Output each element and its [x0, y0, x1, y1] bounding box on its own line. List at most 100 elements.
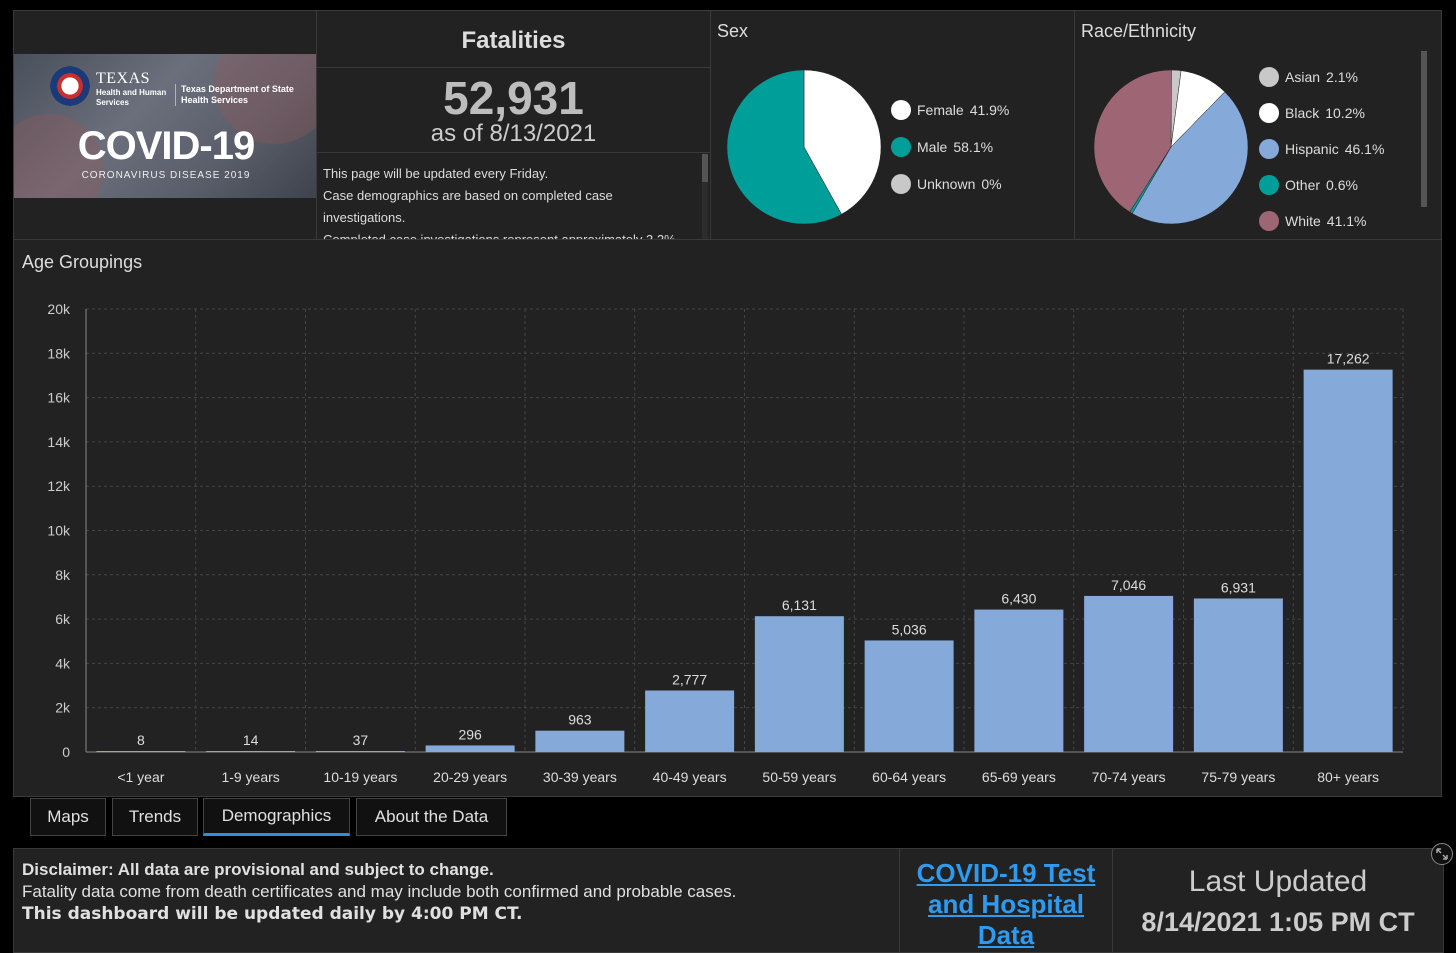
- pie-slice-hispanic[interactable]: [1131, 91, 1249, 225]
- y-tick-label: 6k: [55, 611, 71, 627]
- note-line: This page will be updated every Friday.: [323, 166, 549, 181]
- x-tick-label: 70-74 years: [1092, 769, 1166, 785]
- bar[interactable]: [645, 690, 735, 752]
- legend-item-black[interactable]: Black 10.2%: [1259, 103, 1365, 123]
- legend-swatch: [1259, 175, 1279, 195]
- bar[interactable]: [315, 751, 405, 752]
- bar[interactable]: [754, 616, 844, 752]
- legend-swatch: [891, 137, 911, 157]
- x-tick-label: 65-69 years: [982, 769, 1056, 785]
- x-tick-label: 20-29 years: [433, 769, 507, 785]
- bar[interactable]: [864, 640, 954, 752]
- race-legend-scrollbar[interactable]: [1421, 51, 1427, 207]
- dept-name: Texas Department of State Health Service…: [181, 84, 294, 105]
- fatalities-count: 52,931: [443, 72, 584, 124]
- race-pie-chart[interactable]: [1091, 67, 1251, 227]
- sex-title: Sex: [717, 21, 749, 41]
- bar[interactable]: [96, 751, 186, 752]
- pie-slice-female[interactable]: [803, 69, 882, 215]
- bar[interactable]: [425, 745, 515, 752]
- disclaimer-line: This dashboard will be updated daily by …: [22, 904, 523, 924]
- bar-value-label: 17,262: [1327, 351, 1370, 367]
- legend-item-asian[interactable]: Asian 2.1%: [1259, 67, 1358, 87]
- tab-maps[interactable]: Maps: [30, 798, 106, 836]
- legend-percent: 10.2%: [1325, 105, 1365, 121]
- y-tick-label: 8k: [55, 567, 71, 583]
- legend-swatch: [891, 100, 911, 120]
- legend-swatch: [1259, 211, 1279, 231]
- expand-icon[interactable]: [1431, 843, 1453, 865]
- legend-item-unknown[interactable]: Unknown 0%: [891, 174, 1002, 194]
- y-tick-label: 2k: [55, 700, 71, 716]
- age-bar-chart: Age Groupings 0 2k 4k 6k 8k 10k 12k 14k 16k 18k 20k…: [22, 252, 1404, 785]
- x-tick-label: 40-49 years: [653, 769, 727, 785]
- logo-panel: TEXAS Health and Human Services Texas De…: [13, 10, 318, 240]
- legend-label: Black: [1285, 105, 1320, 121]
- bar-value-label: 6,931: [1221, 579, 1256, 595]
- race-panel: Race/Ethnicity Asian 2.1% Black 10.2% Hispan…: [1074, 10, 1442, 240]
- test-hospital-link-panel: COVID-19 Test and Hospital Data: [899, 848, 1113, 953]
- notes-scrollbar-track[interactable]: [702, 154, 708, 240]
- legend-label: Asian: [1285, 69, 1321, 85]
- legend-item-female[interactable]: Female 41.9%: [891, 100, 1009, 120]
- legend-label: Unknown: [917, 176, 976, 192]
- disclaimer-line: Disclaimer: All data are provisional and…: [22, 860, 494, 879]
- bar-value-label: 14: [243, 732, 259, 748]
- x-tick-label: 50-59 years: [762, 769, 836, 785]
- bar[interactable]: [1303, 369, 1393, 752]
- legend-swatch: [1259, 103, 1279, 123]
- last-updated-label: Last Updated: [1188, 865, 1368, 898]
- fatalities-notes[interactable]: This page will be updated every Friday. …: [317, 152, 710, 240]
- legend-swatch: [891, 174, 911, 194]
- legend-item-white[interactable]: White 41.1%: [1259, 211, 1367, 231]
- legend-item-hispanic[interactable]: Hispanic 46.1%: [1259, 139, 1384, 159]
- notes-scrollbar-thumb[interactable]: [702, 154, 708, 182]
- bar-value-label: 7,046: [1111, 577, 1146, 593]
- legend-swatch: [1259, 139, 1279, 159]
- tab-about-the-data[interactable]: About the Data: [356, 798, 507, 836]
- x-tick-label: 10-19 years: [323, 769, 397, 785]
- age-groupings-panel: Age Groupings 0 2k 4k 6k 8k 10k 12k 14k 16k 18k 20k…: [13, 239, 1442, 797]
- logo-divider: [175, 84, 176, 106]
- legend-swatch: [1259, 67, 1279, 87]
- legend-percent: 0%: [981, 176, 1002, 192]
- legend-label: Female: [917, 102, 964, 118]
- bar[interactable]: [206, 751, 296, 752]
- x-tick-label: 30-39 years: [543, 769, 617, 785]
- x-tick-label: <1 year: [117, 769, 164, 785]
- bar-value-label: 2,777: [672, 671, 707, 687]
- pie-slice-male[interactable]: [726, 69, 842, 225]
- bar-value-label: 6,131: [782, 597, 817, 613]
- legend-percent: 41.9%: [969, 102, 1010, 118]
- tab-demographics[interactable]: Demographics: [203, 798, 350, 836]
- bar-value-label: 8: [137, 732, 145, 748]
- tab-trends[interactable]: Trends: [112, 798, 198, 836]
- x-tick-label: 75-79 years: [1201, 769, 1275, 785]
- note-line: Completed case investigations represent …: [323, 232, 676, 240]
- texas-seal-icon: [50, 66, 90, 106]
- fatalities-header: Fatalities: [317, 11, 710, 68]
- agency-name: TEXAS: [96, 70, 151, 87]
- x-tick-label: 1-9 years: [221, 769, 279, 785]
- fatalities-as-of: as of 8/13/2021: [430, 120, 597, 147]
- bar[interactable]: [974, 609, 1064, 752]
- y-tick-label: 0: [62, 744, 70, 760]
- covid-title: COVID-19: [77, 124, 256, 168]
- legend-percent: 41.1%: [1326, 213, 1367, 229]
- bar[interactable]: [535, 730, 625, 752]
- chart-title: Age Groupings: [22, 252, 142, 272]
- covid-subtitle: CORONAVIRUS DISEASE 2019: [81, 170, 251, 181]
- test-hospital-data-link[interactable]: COVID-19 Test and Hospital Data: [916, 858, 1096, 950]
- legend-item-male[interactable]: Male 58.1%: [891, 137, 993, 157]
- y-tick-label: 12k: [47, 478, 71, 494]
- y-tick-label: 16k: [47, 390, 71, 406]
- y-tick-label: 14k: [47, 434, 71, 450]
- bar-value-label: 963: [568, 712, 592, 728]
- sex-pie-chart[interactable]: [724, 67, 884, 227]
- agency-subname: Health and Human Services: [96, 88, 167, 107]
- disclaimer-panel: Disclaimer: All data are provisional and…: [13, 848, 900, 953]
- bar[interactable]: [1084, 595, 1174, 752]
- pie-slice-white[interactable]: [1093, 69, 1172, 213]
- bar[interactable]: [1193, 598, 1283, 752]
- legend-item-other[interactable]: Other 0.6%: [1259, 175, 1358, 195]
